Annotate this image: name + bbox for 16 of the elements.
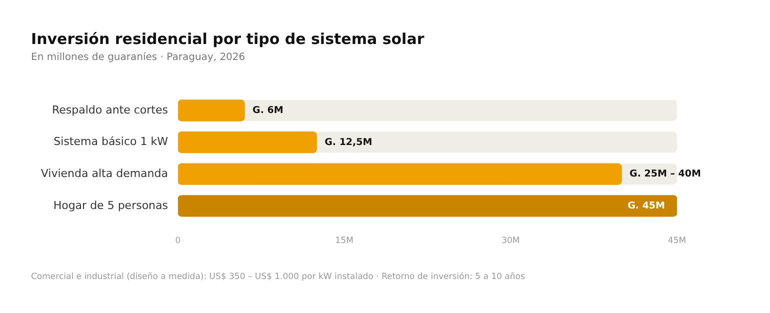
- data-label: G. 45M: [628, 200, 665, 212]
- bar: [178, 100, 245, 122]
- x-tick-label: 0: [175, 236, 181, 246]
- y-tick-label: Sistema básico 1 kW: [54, 135, 168, 148]
- data-label: G. 12,5M: [324, 136, 372, 148]
- chart-subtitle: En millones de guaraníes · Paraguay, 2026: [31, 52, 246, 63]
- x-tick-label: 15M: [335, 236, 354, 246]
- y-tick-label: Vivienda alta demanda: [40, 166, 168, 180]
- x-tick-label: 45M: [668, 236, 686, 246]
- y-tick-label: Respaldo ante cortes: [52, 103, 168, 116]
- y-tick-label: Hogar de 5 personas: [53, 198, 168, 212]
- text: Comercial e industrial (diseño a medida): US$ 350 – US$ 1.000 por kW instalado · Retorno de inversión: 5 a 10 años: [31, 272, 525, 282]
- data-label: G. 25M – 40M: [630, 168, 701, 180]
- chart-title: Inversión residencial por tipo de sistema solar: [31, 30, 424, 48]
- x-tick-label: 30M: [502, 236, 520, 246]
- data-label: G. 6M: [252, 104, 284, 116]
